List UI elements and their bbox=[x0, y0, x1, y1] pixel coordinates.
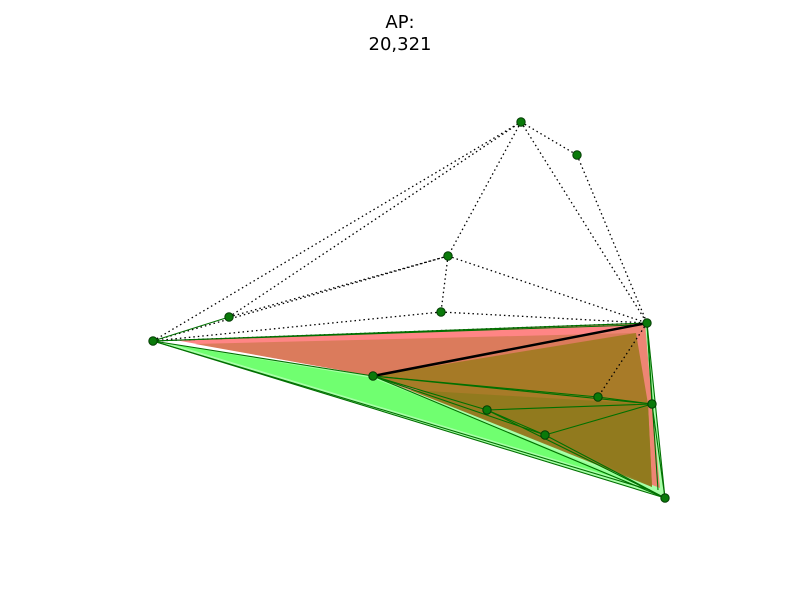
graph-node bbox=[642, 318, 652, 328]
overlap-region-bottom bbox=[410, 390, 652, 487]
solid-edge bbox=[372, 375, 666, 499]
solid-edge bbox=[152, 340, 666, 499]
solid-edge bbox=[372, 375, 546, 436]
graph-node bbox=[647, 399, 657, 409]
graph-node bbox=[572, 150, 582, 160]
dotted-edge bbox=[576, 154, 648, 324]
dotted-edge bbox=[228, 121, 522, 318]
solid-edge bbox=[486, 403, 653, 411]
solid-edge bbox=[544, 403, 653, 436]
dotted-edge bbox=[520, 121, 578, 156]
chart-title: AP: 20,321 bbox=[0, 12, 800, 56]
solid-edge bbox=[544, 434, 666, 499]
dotted-edge bbox=[152, 311, 442, 342]
title-value: 20,321 bbox=[368, 34, 432, 55]
solid-edge bbox=[152, 316, 230, 342]
dotted-edge bbox=[447, 121, 522, 257]
solid-edge bbox=[486, 409, 666, 499]
solid-edge bbox=[372, 375, 488, 411]
dotted-edge bbox=[228, 255, 449, 318]
nodes bbox=[148, 117, 670, 503]
solid-edge bbox=[651, 403, 666, 499]
dotted-edge bbox=[440, 255, 449, 313]
title-label: AP: bbox=[385, 12, 415, 33]
dotted-edge bbox=[152, 255, 449, 342]
solid-edge bbox=[152, 340, 651, 491]
highlight-edge bbox=[372, 321, 648, 378]
solid-edge bbox=[152, 324, 637, 342]
overlap-regions bbox=[195, 333, 652, 487]
graph-node bbox=[368, 371, 378, 381]
dotted-edge bbox=[520, 121, 648, 324]
solid-edge bbox=[597, 396, 653, 405]
graph-node bbox=[148, 336, 158, 346]
graph-node bbox=[593, 392, 603, 402]
solid-edge bbox=[372, 375, 599, 398]
graph-node bbox=[224, 312, 234, 322]
green-region-inner bbox=[175, 345, 650, 488]
dotted-edge bbox=[440, 311, 648, 324]
graph-node bbox=[540, 430, 550, 440]
dotted-edge bbox=[152, 121, 522, 342]
solid-edges bbox=[152, 316, 666, 499]
graph-node bbox=[443, 251, 453, 261]
solid-edge bbox=[152, 340, 374, 377]
solid-edge bbox=[646, 322, 666, 499]
graph-node bbox=[660, 493, 670, 503]
graph-node bbox=[482, 405, 492, 415]
graph-node bbox=[436, 307, 446, 317]
dotted-edge bbox=[447, 255, 648, 324]
graph-node bbox=[516, 117, 526, 127]
dotted-edge bbox=[597, 322, 648, 398]
